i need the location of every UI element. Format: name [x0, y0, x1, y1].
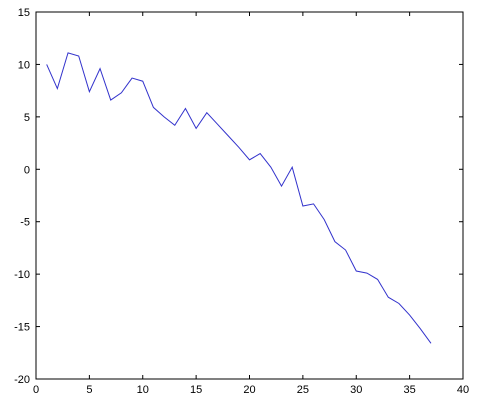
y-tick-label: -10 [14, 269, 30, 281]
plot-area [35, 11, 464, 380]
y-tick-label: -20 [14, 374, 30, 386]
x-tick-label: 20 [243, 384, 255, 396]
y-axis: -20 -15 -10 -5 0 5 10 15 [14, 7, 463, 386]
x-tick-label: 25 [297, 384, 309, 396]
x-tick-label: 0 [33, 384, 39, 396]
x-tick-label: 10 [137, 384, 149, 396]
x-tick-label: 15 [190, 384, 202, 396]
y-tick-label: 0 [24, 164, 30, 176]
x-tick-label: 40 [457, 384, 469, 396]
y-tick-label: 10 [18, 59, 30, 71]
y-tick-label: 5 [24, 112, 30, 124]
x-tick-label: 30 [350, 384, 362, 396]
x-tick-label: 35 [404, 384, 416, 396]
x-axis: 0 5 10 15 20 25 30 35 40 [33, 12, 469, 396]
y-tick-label: -5 [20, 217, 30, 229]
y-tick-label: 15 [18, 7, 30, 19]
series-line [46, 52, 432, 344]
x-tick-label: 5 [86, 384, 92, 396]
y-tick-label: -15 [14, 322, 30, 334]
